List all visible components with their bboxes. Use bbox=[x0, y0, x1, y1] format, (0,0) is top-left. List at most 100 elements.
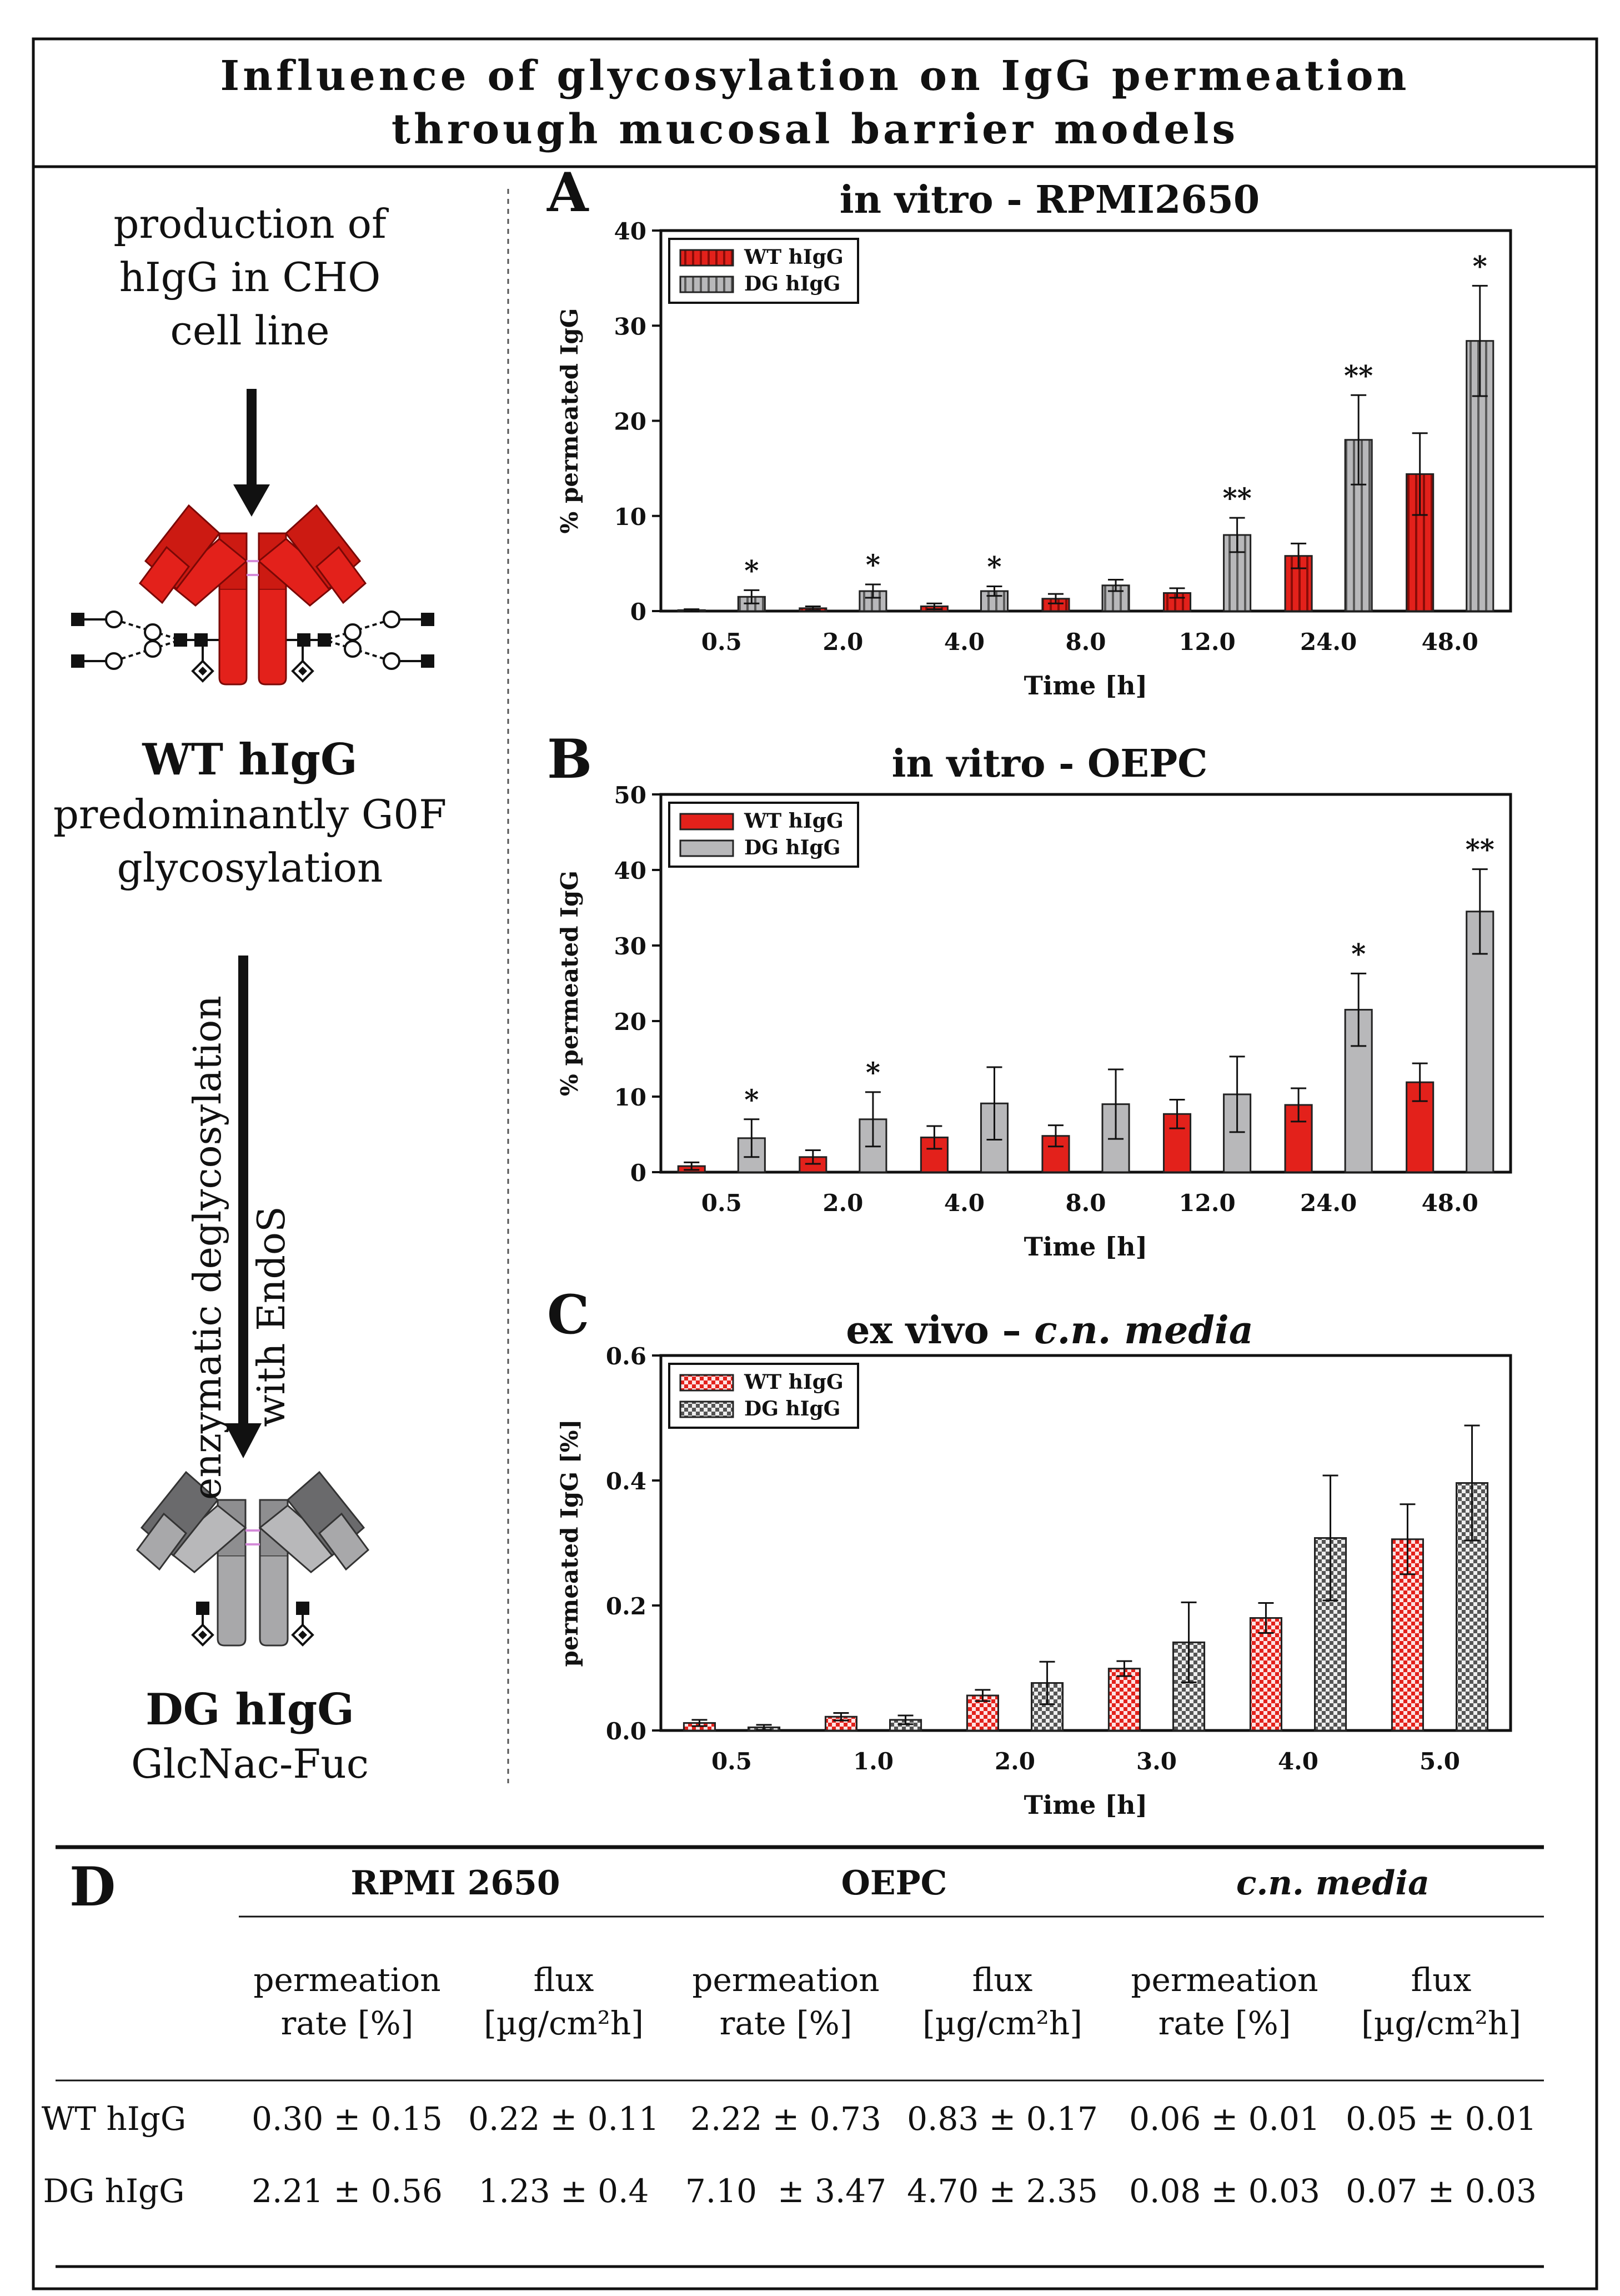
x-tick-label: 48.0 bbox=[1422, 1189, 1478, 1217]
y-tick-label: 40 bbox=[614, 857, 646, 884]
production-line: cell line bbox=[170, 307, 330, 354]
table-cell: 7.10 ± 3.47 bbox=[685, 2172, 887, 2210]
bar-wt bbox=[1107, 1668, 1141, 1732]
x-tick-label: 3.0 bbox=[1136, 1748, 1177, 1775]
table-subheader-line: permeation bbox=[1131, 1961, 1318, 1999]
x-tick-label: 12.0 bbox=[1178, 628, 1235, 656]
table-cell: 0.08 ± 0.03 bbox=[1129, 2172, 1320, 2210]
chart-c: 0.0 0.2 0.4 0.6 permeated IgG [%] Time [h] 0.5… bbox=[556, 1343, 1512, 1820]
chart-a-title: in vitro - RPMI2650 bbox=[839, 178, 1260, 222]
bar-dg bbox=[1314, 1537, 1347, 1732]
legend-label-dg: DG hIgG bbox=[744, 1397, 840, 1420]
legend-swatch-wt bbox=[679, 1374, 734, 1392]
bar-dg bbox=[1466, 911, 1494, 1173]
x-tick-label: 8.0 bbox=[1065, 1189, 1106, 1217]
table-cell: 0.05 ± 0.01 bbox=[1346, 2100, 1537, 2138]
bar-wt bbox=[1249, 1617, 1282, 1732]
chart-b-title: in vitro - OEPC bbox=[891, 742, 1208, 786]
table-cell: 4.70 ± 2.35 bbox=[907, 2172, 1098, 2210]
x-tick-label: 48.0 bbox=[1422, 628, 1478, 656]
significance-mark: * bbox=[744, 554, 759, 587]
legend-swatch-wt bbox=[679, 813, 734, 831]
y-tick-label: 50 bbox=[614, 782, 646, 809]
legend-swatch-wt bbox=[679, 249, 734, 267]
plot-frame bbox=[659, 1354, 1512, 1732]
y-tick-label: 0 bbox=[630, 1159, 646, 1187]
legend-swatch-dg bbox=[679, 839, 734, 857]
y-tick-label: 0 bbox=[630, 598, 646, 626]
x-tick-label: 0.5 bbox=[711, 1748, 752, 1775]
legend-label-wt: WT hIgG bbox=[744, 246, 844, 269]
x-tick-label: 24.0 bbox=[1300, 1189, 1357, 1217]
panel-letter-a: A bbox=[547, 161, 589, 224]
panel-letter-b: B bbox=[547, 728, 593, 791]
legend-swatch-dg bbox=[679, 1400, 734, 1418]
chart-c-title: ex vivo – c.n. media bbox=[622, 1308, 1477, 1353]
y-tick-label: 20 bbox=[614, 1008, 646, 1036]
wt-description: predominantly G0F glycosylation bbox=[33, 788, 467, 894]
x-axis-label: Time [h] bbox=[1024, 1790, 1148, 1820]
x-tick-label: 4.0 bbox=[944, 628, 985, 656]
y-tick-label: 10 bbox=[614, 1084, 646, 1111]
table-subheader-line: flux bbox=[1411, 1961, 1472, 1999]
table-group-cn-media: c.n. media bbox=[1236, 1864, 1430, 1903]
wt-antibody-icon bbox=[71, 504, 434, 686]
table-subheader-line: [µg/cm²h] bbox=[1361, 2004, 1521, 2042]
legend-swatch-dg bbox=[679, 276, 734, 293]
y-tick-label: 0.0 bbox=[606, 1718, 646, 1745]
x-tick-label: 0.5 bbox=[701, 1189, 742, 1217]
table-d: D RPMI 2650 OEPC c.n. media permeation ra… bbox=[33, 1844, 1597, 2283]
table-subheader-line: flux bbox=[533, 1961, 594, 1999]
outer-border bbox=[32, 37, 1598, 2290]
significance-mark: * bbox=[1473, 249, 1487, 282]
chart-b: 0 10 20 30 40 50 % permeated IgG Time [h] 0.5 * 2.… bbox=[556, 782, 1512, 1262]
deglycosylation-label: enzymatic deglycosylation bbox=[186, 996, 230, 1500]
x-axis-label: Time [h] bbox=[1024, 1232, 1148, 1262]
table-cell: 0.06 ± 0.01 bbox=[1129, 2100, 1320, 2138]
endos-label: with EndoS bbox=[250, 1206, 294, 1427]
y-axis-label: % permeated IgG bbox=[556, 871, 583, 1096]
y-axis-label: % permeated IgG bbox=[556, 308, 583, 533]
plot-frame bbox=[659, 793, 1512, 1174]
panel-letter-d: D bbox=[69, 1855, 116, 1918]
significance-mark: ** bbox=[1466, 833, 1494, 866]
table-subheader: permeation rate [%] bbox=[239, 1958, 455, 2045]
y-tick-label: 40 bbox=[614, 218, 646, 245]
table-subheader-line: rate [%] bbox=[1158, 2004, 1291, 2042]
y-tick-label: 0.4 bbox=[606, 1468, 646, 1495]
table-subheader-line: rate [%] bbox=[719, 2004, 852, 2042]
dg-name-label: DG hIgG bbox=[146, 1684, 354, 1735]
title-line-1: Influence of glycosylation on IgG permea… bbox=[220, 52, 1410, 100]
x-tick-label: 5.0 bbox=[1420, 1748, 1460, 1775]
x-tick-label: 1.0 bbox=[853, 1748, 894, 1775]
wt-name-label: WT hIgG bbox=[142, 734, 358, 785]
title-line-2: through mucosal barrier models bbox=[391, 106, 1239, 153]
panel-letter-c: C bbox=[547, 1283, 590, 1346]
wt-desc-line: glycosylation bbox=[117, 844, 383, 891]
y-tick-label: 30 bbox=[614, 933, 646, 960]
table-cell: 2.21 ± 0.56 bbox=[252, 2172, 443, 2210]
significance-mark: * bbox=[866, 1056, 880, 1089]
production-line: production of bbox=[113, 201, 387, 247]
x-tick-label: 2.0 bbox=[822, 628, 863, 656]
significance-mark: * bbox=[744, 1083, 759, 1116]
dg-description: GlcNac-Fuc bbox=[131, 1740, 369, 1787]
table-subheader-line: rate [%] bbox=[280, 2004, 414, 2042]
production-arrow bbox=[233, 389, 270, 517]
production-line: hIgG in CHO bbox=[119, 254, 381, 301]
significance-mark: * bbox=[1351, 937, 1366, 970]
table-subheader-line: permeation bbox=[692, 1961, 880, 1999]
table-row-label-wt: WT hIgG bbox=[41, 2100, 187, 2138]
x-tick-label: 2.0 bbox=[995, 1748, 1035, 1775]
wt-desc-line: predominantly G0F bbox=[53, 791, 447, 838]
table-group-rpmi: RPMI 2650 bbox=[350, 1864, 560, 1903]
chart-a: 0 10 20 30 40 % permeated IgG Time [h] 0.5 * 2.0 *… bbox=[556, 218, 1512, 701]
x-tick-label: 24.0 bbox=[1300, 628, 1357, 656]
y-tick-label: 0.6 bbox=[606, 1343, 646, 1370]
x-tick-label: 4.0 bbox=[944, 1189, 985, 1217]
table-cell: 0.07 ± 0.03 bbox=[1346, 2172, 1537, 2210]
table-subheader: permeation rate [%] bbox=[678, 1958, 894, 2045]
table-group-oepc: OEPC bbox=[841, 1864, 947, 1903]
y-tick-label: 30 bbox=[614, 313, 646, 340]
